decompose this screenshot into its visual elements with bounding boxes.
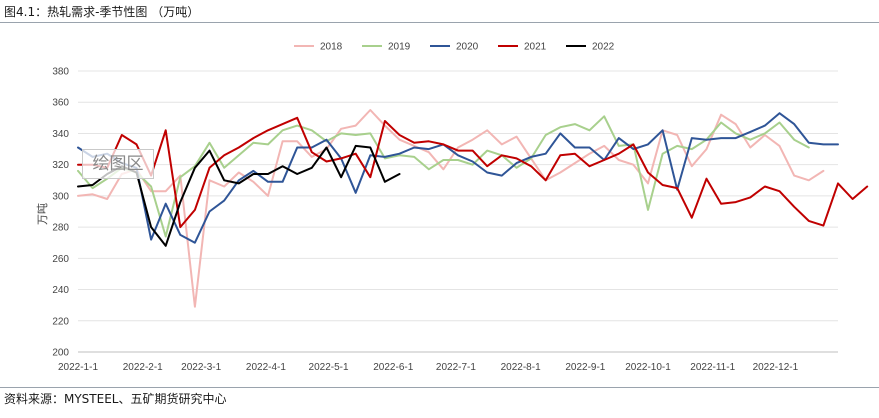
plot-area-watermark: 绘图区 — [82, 149, 154, 179]
legend-label-2019: 2019 — [388, 42, 411, 53]
series-line-2021 — [77, 116, 869, 229]
x-tick-label: 2022-7-1 — [436, 362, 476, 373]
x-tick-label: 2022-4-1 — [246, 362, 286, 373]
y-tick-label: 300 — [52, 191, 69, 202]
y-tick-label: 380 — [52, 67, 69, 78]
x-tick-label: 2022-3-1 — [181, 362, 221, 373]
x-axis-ticks: 2022-1-1 2022-2-1 2022-3-1 2022-4-1 2022-5-1… — [58, 362, 799, 373]
x-tick-label: 2022-8-1 — [501, 362, 541, 373]
source-note: 资料来源：MYSTEEL、五矿期货研究中心 — [4, 392, 227, 406]
series-line-2020 — [77, 112, 839, 244]
top-rule — [0, 22, 879, 23]
bottom-rule — [0, 387, 879, 388]
x-tick-label: 2022-12-1 — [753, 362, 799, 373]
grid-lines — [78, 70, 838, 353]
chart-title: 图4.1：热轧需求-季节性图 （万吨） — [4, 5, 200, 19]
y-axis-ticks: 200 220 240 260 280 300 320 340 360 380 — [52, 67, 69, 359]
y-tick-label: 360 — [52, 98, 69, 109]
y-tick-label: 340 — [52, 129, 69, 140]
x-tick-label: 2022-5-1 — [309, 362, 349, 373]
x-tick-label: 2022-2-1 — [123, 362, 163, 373]
y-tick-label: 220 — [52, 316, 69, 327]
legend-label-2022: 2022 — [592, 42, 615, 53]
legend-label-2018: 2018 — [320, 42, 343, 53]
x-tick-label: 2022-6-1 — [373, 362, 413, 373]
y-axis-label: 万吨 — [36, 203, 49, 225]
x-tick-label: 2022-1-1 — [58, 362, 98, 373]
series-lines — [77, 109, 869, 308]
y-tick-label: 240 — [52, 285, 69, 296]
legend: 2018 2019 2020 2021 2022 — [294, 42, 615, 53]
y-tick-label: 200 — [52, 348, 69, 359]
legend-label-2020: 2020 — [456, 42, 479, 53]
legend-label-2021: 2021 — [524, 42, 547, 53]
series-line-2018 — [77, 109, 825, 308]
x-tick-label: 2022-9-1 — [565, 362, 605, 373]
x-tick-label: 2022-11-1 — [690, 362, 735, 373]
y-tick-label: 260 — [52, 254, 69, 265]
series-line-2019 — [77, 115, 810, 238]
y-tick-label: 320 — [52, 160, 69, 171]
y-tick-label: 280 — [52, 223, 69, 234]
x-tick-label: 2022-10-1 — [625, 362, 671, 373]
